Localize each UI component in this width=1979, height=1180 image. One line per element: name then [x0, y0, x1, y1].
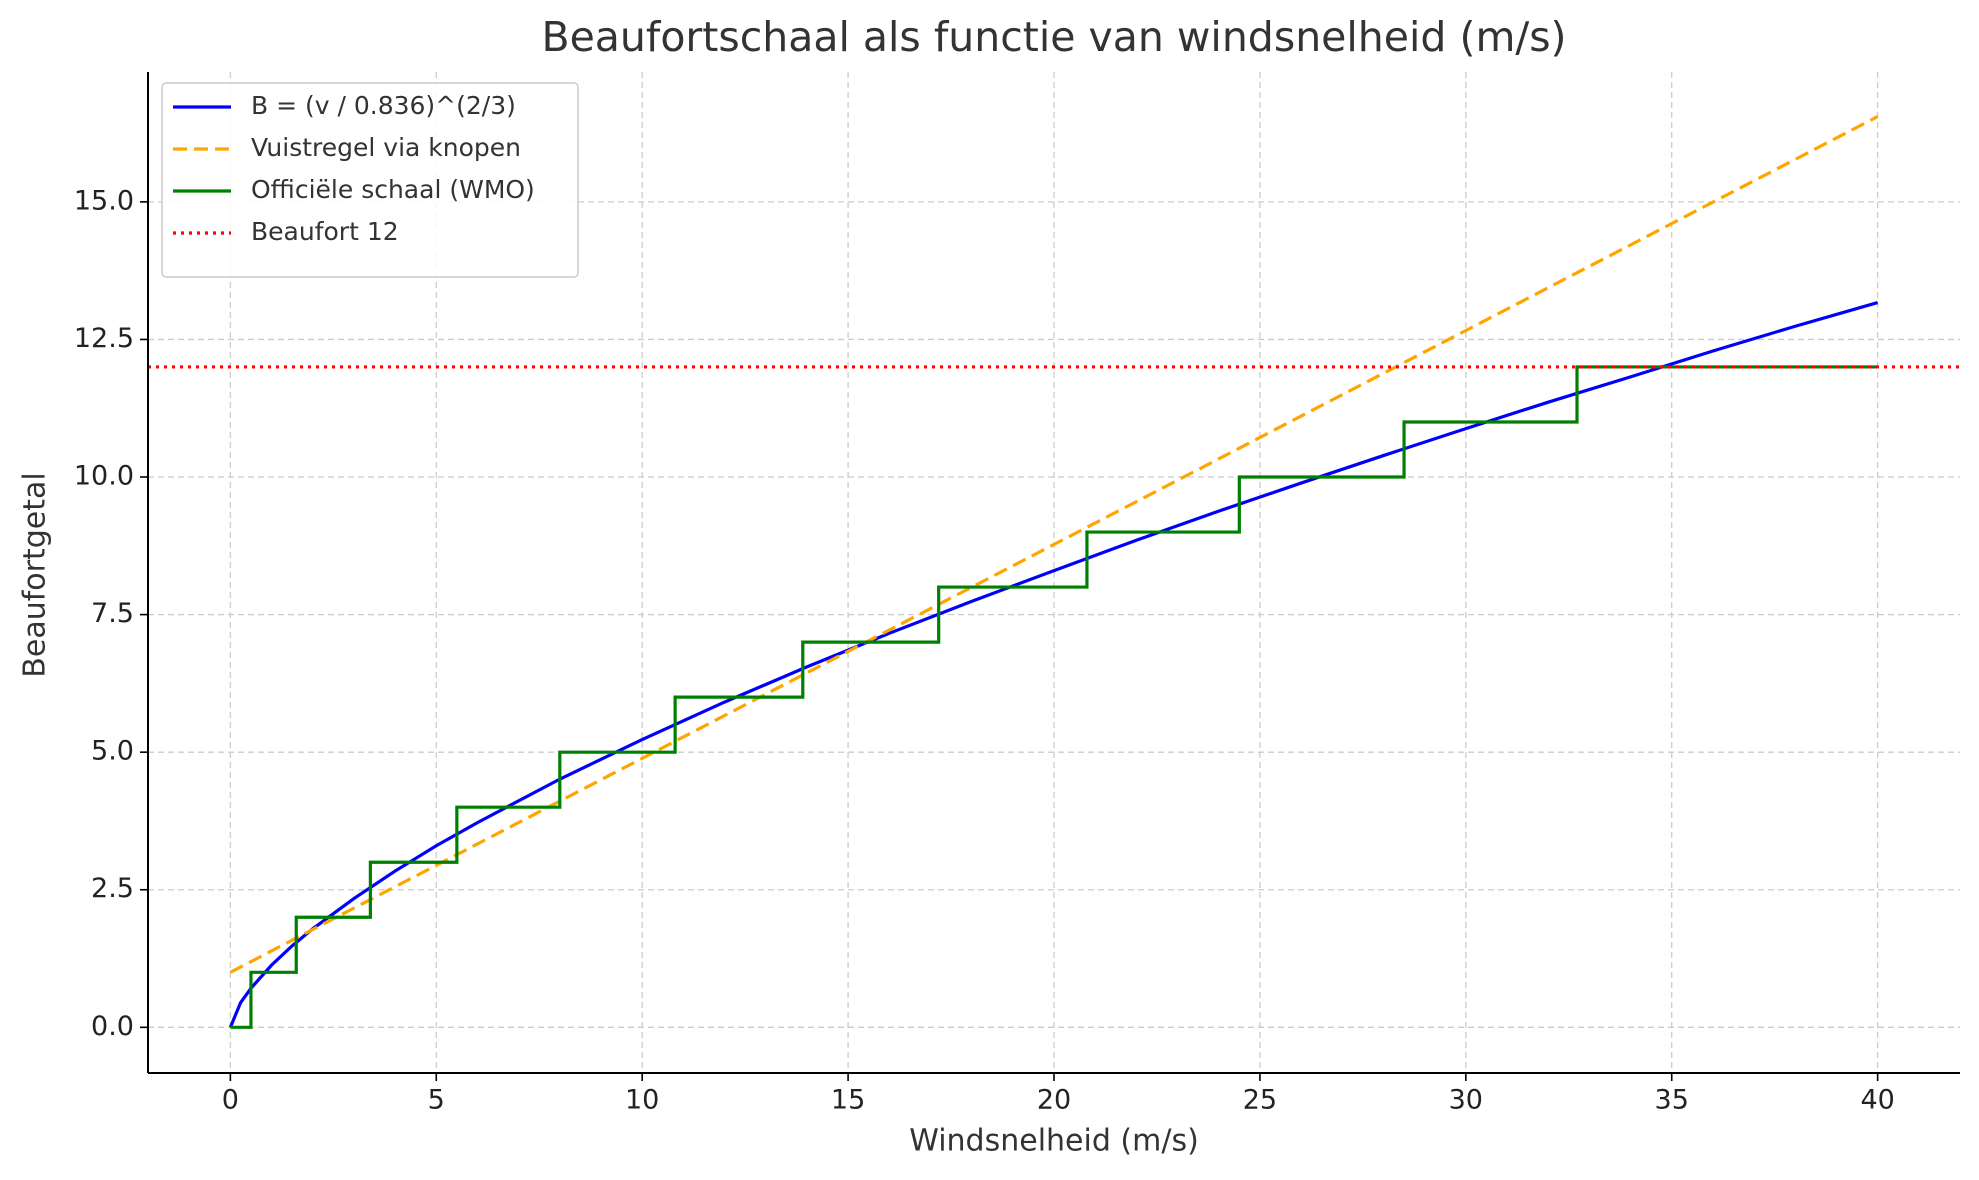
legend: B = (v / 0.836)^(2/3) Vuistregel via knop…	[161, 82, 579, 278]
x-axis-label: Windsnelheid (m/s)	[909, 1124, 1199, 1159]
legend-label: B = (v / 0.836)^(2/3)	[251, 91, 516, 120]
y-tick-label: 7.5	[91, 598, 134, 629]
x-tick-label: 15	[831, 1085, 865, 1116]
line-series	[228, 301, 1879, 1028]
y-tick-label: 0.0	[91, 1011, 134, 1042]
line-series	[229, 115, 1879, 974]
legend-box	[161, 82, 579, 278]
y-tick-label: 2.5	[91, 873, 134, 904]
x-tick-label: 20	[1037, 1085, 1071, 1116]
y-axis-label: Beaufortgetal	[18, 472, 53, 677]
y-tick-label: 15.0	[74, 185, 134, 216]
y-tick-label: 12.5	[74, 323, 134, 354]
chart-title: Beaufortschaal als functie van windsnelh…	[541, 13, 1566, 61]
legend-label: Vuistregel via knopen	[251, 133, 521, 162]
y-tick-label: 5.0	[91, 736, 134, 767]
x-tick-label: 25	[1243, 1085, 1277, 1116]
x-tick-label: 5	[428, 1085, 445, 1116]
x-tick-label: 35	[1655, 1085, 1689, 1116]
legend-label: Officiële schaal (WMO)	[251, 175, 535, 204]
x-tick-label: 30	[1449, 1085, 1483, 1116]
legend-label: Beaufort 12	[251, 217, 399, 246]
line-series	[230, 365, 1878, 1029]
x-tick-label: 0	[222, 1085, 239, 1116]
y-tick-label: 10.0	[74, 461, 134, 492]
x-tick-label: 40	[1860, 1085, 1894, 1116]
x-tick-label: 10	[625, 1085, 659, 1116]
